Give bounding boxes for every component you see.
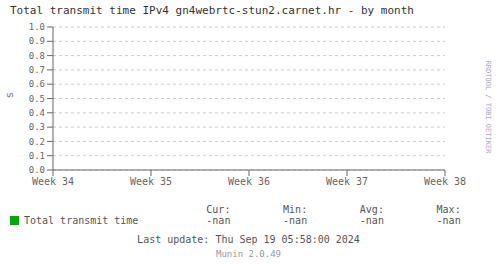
html-text:Total transmit time: Total transmit time <box>24 215 139 226</box>
html-text:-nan: -nan <box>359 215 384 226</box>
svg-text:Week 35: Week 35 <box>130 176 172 187</box>
html-text:Munin 2.0.49: Munin 2.0.49 <box>216 249 281 259</box>
html-text:Last update: Thu Sep 19 05:58:: Last update: Thu Sep 19 05:58:00 2024 <box>137 234 360 245</box>
svg-text:0.3: 0.3 <box>29 122 45 132</box>
html-text:-nan: -nan <box>283 215 308 226</box>
html-text:-nan: -nan <box>436 215 461 226</box>
svg-text:0.2: 0.2 <box>29 137 45 147</box>
svg-text:0.0: 0.0 <box>29 165 45 175</box>
svg-text:1.0: 1.0 <box>29 22 45 32</box>
svg-text:0.5: 0.5 <box>29 94 45 104</box>
svg-text:0.8: 0.8 <box>29 51 45 61</box>
html-text:Min:: Min: <box>283 204 308 215</box>
html-text:RRDTOOL / TOBI OETIKER: RRDTOOL / TOBI OETIKER <box>484 60 492 154</box>
svg-text:Week 34: Week 34 <box>32 176 74 187</box>
svg-text:s: s <box>3 92 16 99</box>
svg-text:0.7: 0.7 <box>29 65 45 75</box>
html-text:-nan: -nan <box>206 215 231 226</box>
html-text:Avg:: Avg: <box>359 204 384 215</box>
svg-text:Week 37: Week 37 <box>326 176 368 187</box>
svg-text:0.9: 0.9 <box>29 36 45 46</box>
svg-text:0.1: 0.1 <box>29 151 45 161</box>
html-text:Max:: Max: <box>436 204 461 215</box>
html-text:Cur:: Cur: <box>206 204 231 215</box>
svg-text:0.6: 0.6 <box>29 79 45 89</box>
html-text:Total transmit time IPv4 gn4we: Total transmit time IPv4 gn4webrtc-stun2… <box>10 4 414 17</box>
svg-text:Week 36: Week 36 <box>228 176 270 187</box>
svg-text:0.4: 0.4 <box>29 108 45 118</box>
svg-text:Week 38: Week 38 <box>424 176 466 187</box>
